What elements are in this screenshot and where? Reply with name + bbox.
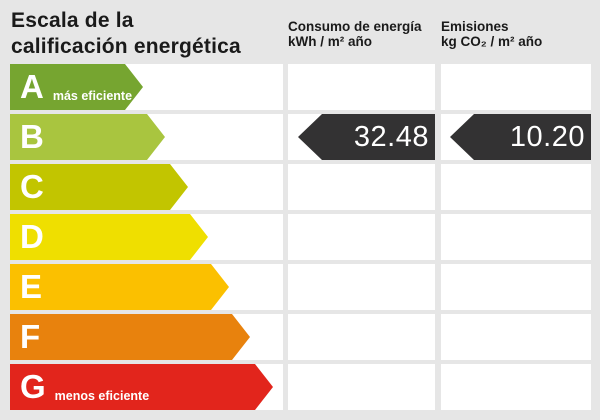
emisiones-value-arrow: 10.20 — [450, 114, 591, 160]
rating-arrow-track: A más eficiente — [10, 64, 283, 110]
rating-letter: E — [20, 268, 43, 305]
emisiones-column-header: Emisiones kg CO₂ / m² año — [441, 19, 542, 49]
rating-arrow-track: E — [10, 264, 283, 310]
consumo-header-label: Consumo de energía — [288, 19, 422, 34]
rating-letter: B — [20, 118, 44, 155]
consumo-cell: 32.48 — [288, 114, 435, 160]
rating-row-b: B 32.48 10.20 — [0, 114, 600, 160]
consumo-header-unit: kWh / m² año — [288, 34, 372, 49]
rating-row-f: F — [0, 314, 600, 360]
emisiones-header-unit: kg CO₂ / m² año — [441, 34, 543, 49]
rating-row-g: G menos eficiente — [0, 364, 600, 410]
emisiones-cell — [441, 314, 591, 360]
rating-arrow-track: G menos eficiente — [10, 364, 283, 410]
emisiones-header-label: Emisiones — [441, 19, 509, 34]
consumo-column-header: Consumo de energía kWh / m² año — [288, 19, 422, 49]
consumo-value: 32.48 — [353, 121, 429, 153]
emisiones-cell — [441, 214, 591, 260]
rating-arrow: A más eficiente — [10, 64, 143, 110]
rating-arrow: C — [10, 164, 188, 210]
consumo-cell — [288, 264, 435, 310]
consumo-cell — [288, 364, 435, 410]
consumo-value-arrow: 32.48 — [298, 114, 435, 160]
rating-letter: D — [20, 218, 44, 255]
consumo-cell — [288, 64, 435, 110]
emisiones-cell — [441, 264, 591, 310]
rating-arrow-track: D — [10, 214, 283, 260]
rating-letter: A — [20, 68, 44, 105]
page-title: Escala de la calificación energética — [11, 8, 241, 60]
rating-arrow: E — [10, 264, 229, 310]
rating-arrow: G menos eficiente — [10, 364, 273, 410]
rating-arrow: B — [10, 114, 165, 160]
rating-note: más eficiente — [52, 89, 133, 103]
rating-arrow: D — [10, 214, 208, 260]
emisiones-cell: 10.20 — [441, 114, 591, 160]
emisiones-cell — [441, 64, 591, 110]
rating-letter: G — [20, 368, 46, 405]
rating-row-d: D — [0, 214, 600, 260]
rating-letter: F — [20, 318, 41, 355]
page-title-line2: calificación energética — [11, 35, 241, 58]
rating-arrow: F — [10, 314, 250, 360]
rating-letter: C — [20, 168, 44, 205]
consumo-cell — [288, 314, 435, 360]
rating-row-a: A más eficiente — [0, 64, 600, 110]
emisiones-cell — [441, 164, 591, 210]
rating-note: menos eficiente — [54, 389, 150, 403]
consumo-cell — [288, 214, 435, 260]
emisiones-value: 10.20 — [509, 121, 585, 153]
page-title-line1: Escala de la — [11, 9, 134, 32]
consumo-cell — [288, 164, 435, 210]
rating-row-e: E — [0, 264, 600, 310]
rating-arrow-track: F — [10, 314, 283, 360]
rating-arrow-track: B — [10, 114, 283, 160]
rating-row-c: C — [0, 164, 600, 210]
emisiones-cell — [441, 364, 591, 410]
rating-arrow-track: C — [10, 164, 283, 210]
